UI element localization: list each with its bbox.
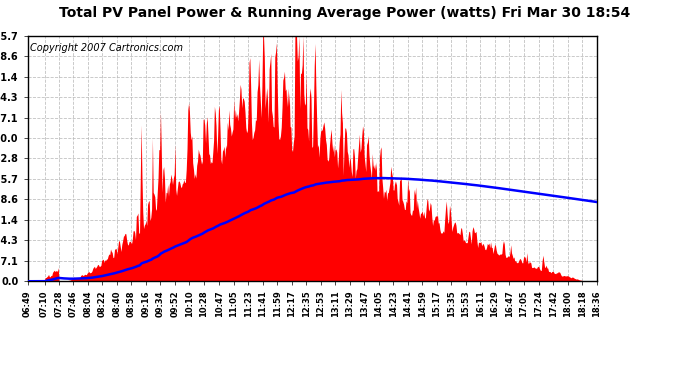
- Text: Total PV Panel Power & Running Average Power (watts) Fri Mar 30 18:54: Total PV Panel Power & Running Average P…: [59, 6, 631, 20]
- Text: Copyright 2007 Cartronics.com: Copyright 2007 Cartronics.com: [30, 43, 184, 53]
